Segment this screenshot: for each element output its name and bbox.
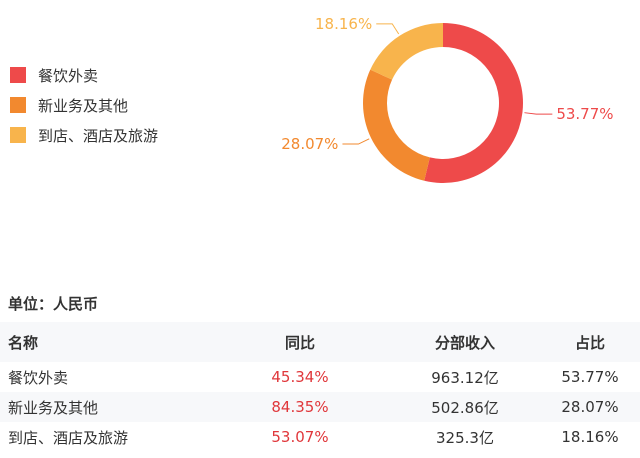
legend-item-new-business[interactable]: 新业务及其他 — [10, 90, 158, 120]
cell-yoy: 45.34% — [271, 368, 329, 386]
donut-chart: 53.77% 28.07% 18.16% — [281, 15, 614, 183]
slice-food-delivery[interactable] — [424, 23, 523, 183]
legend-item-food-delivery[interactable]: 餐饮外卖 — [10, 60, 158, 90]
legend-swatch — [10, 127, 26, 143]
slice-leader-line — [342, 138, 370, 145]
cell-name: 到店、酒店及旅游 — [8, 428, 129, 447]
cell-revenue: 963.12亿 — [431, 368, 499, 387]
header-share: 占比 — [574, 333, 605, 352]
slice-leader-line — [376, 23, 400, 35]
cell-revenue: 502.86亿 — [431, 398, 499, 417]
cell-yoy: 84.35% — [271, 398, 329, 416]
cell-share: 53.77% — [561, 368, 619, 386]
slice-label-food-delivery: 53.77% — [556, 105, 613, 123]
cell-name: 餐饮外卖 — [8, 368, 69, 387]
table-row: 新业务及其他 84.35% 502.86亿 28.07% — [0, 392, 640, 422]
unit-label: 单位：人民币 — [8, 295, 99, 313]
slice-label-in-store-hotel-travel: 18.16% — [315, 15, 372, 33]
slice-new-business[interactable] — [363, 69, 430, 181]
table-row: 到店、酒店及旅游 53.07% 325.3亿 18.16% — [0, 422, 640, 452]
slice-label-new-business: 28.07% — [281, 135, 338, 153]
legend-label: 到店、酒店及旅游 — [38, 126, 159, 145]
legend-label: 餐饮外卖 — [38, 66, 99, 85]
header-name: 名称 — [8, 333, 39, 352]
cell-name: 新业务及其他 — [8, 398, 99, 417]
legend-swatch — [10, 97, 26, 113]
slice-leader-line — [524, 112, 553, 115]
table-header-row: 名称 同比 分部收入 占比 — [0, 322, 640, 362]
legend-swatch — [10, 67, 26, 83]
table-row: 餐饮外卖 45.34% 963.12亿 53.77% — [0, 362, 640, 392]
segment-table: 名称 同比 分部收入 占比 餐饮外卖 45.34% 963.12亿 53.77%… — [0, 322, 640, 452]
cell-revenue: 325.3亿 — [436, 428, 494, 447]
header-revenue: 分部收入 — [434, 333, 495, 352]
legend-item-in-store-hotel-travel[interactable]: 到店、酒店及旅游 — [10, 120, 158, 150]
cell-share: 18.16% — [561, 428, 619, 446]
header-yoy: 同比 — [284, 333, 315, 352]
chart-legend: 餐饮外卖 新业务及其他 到店、酒店及旅游 — [10, 60, 158, 150]
slice-in-store-hotel-travel[interactable] — [370, 23, 443, 80]
legend-label: 新业务及其他 — [38, 96, 129, 115]
cell-yoy: 53.07% — [271, 428, 329, 446]
cell-share: 28.07% — [561, 398, 619, 416]
